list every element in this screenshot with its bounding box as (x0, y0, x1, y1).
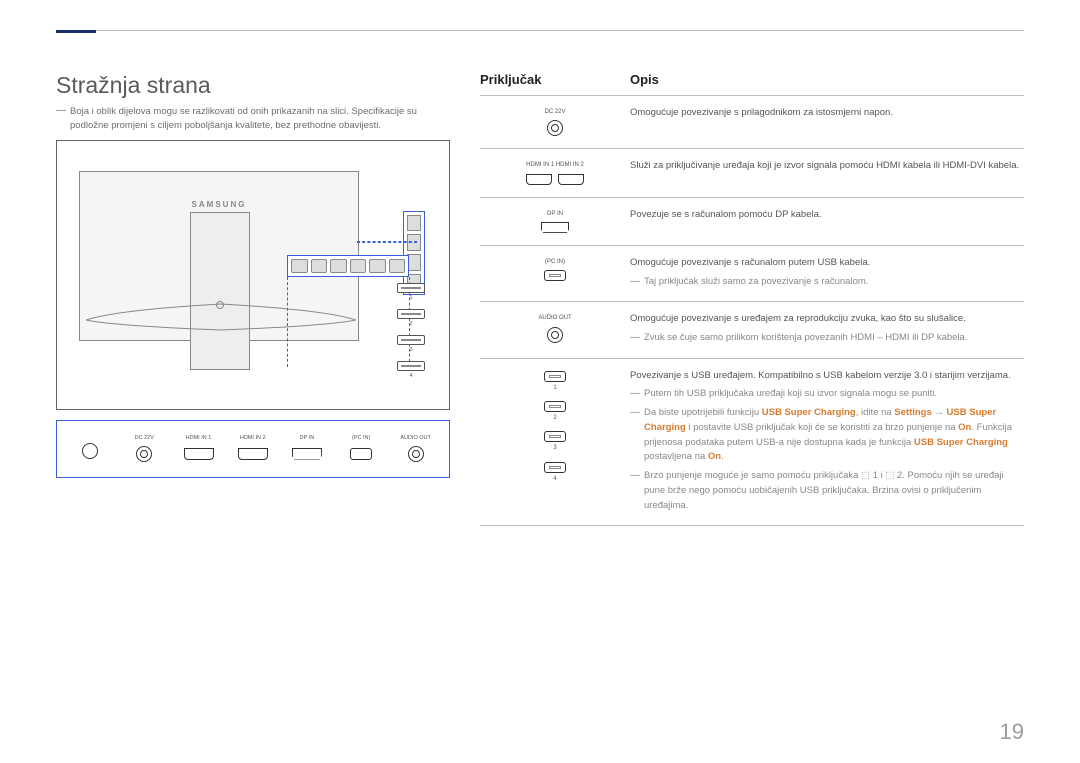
page-content: Stražnja strana Boja i oblik dijelova mo… (56, 72, 1024, 526)
hdmi-icon (526, 174, 552, 185)
stand-column (190, 212, 250, 370)
dp-icon (541, 222, 569, 233)
bottom-ports-panel: DC 22V HDMI IN 1 HDMI IN 2 DP IN (PC IN)… (56, 420, 450, 478)
port-desc: Služi za priključivanje uređaja koji je … (630, 159, 1024, 184)
note: Brzo punjenje moguće je samo pomoću prik… (630, 469, 1024, 513)
usb-icon (544, 270, 566, 281)
callout-line (287, 277, 288, 367)
right-column: Priključak Opis DC 22V Omogućuje poveziv… (480, 72, 1024, 526)
port-visual: DP IN (480, 208, 630, 233)
usb-icon (544, 462, 566, 473)
table-row: AUDIO OUT Omogućuje povezivanje s uređaj… (480, 301, 1024, 357)
ports-table: Priključak Opis DC 22V Omogućuje poveziv… (480, 72, 1024, 526)
stand-base (86, 319, 356, 320)
table-row: 1 2 3 4 Povezivanje s USB uređajem. Komp… (480, 358, 1024, 526)
pcin-port-icon: (PC IN) (346, 435, 376, 463)
table-row: DC 22V Omogućuje povezivanje s prilagodn… (480, 95, 1024, 148)
note: Zvuk se čuje samo prilikom korištenja po… (630, 331, 1024, 346)
usb-port-icon: 1 (389, 283, 433, 301)
port-desc: Omogućuje povezivanje s računalom putem … (630, 256, 1024, 289)
header-rule (56, 30, 1024, 31)
dc-port-icon: DC 22V (129, 435, 159, 463)
port-desc: Omogućuje povezivanje s prilagodnikom za… (630, 106, 1024, 136)
usb-port-icon: 3 (389, 335, 433, 353)
port-visual: HDMI IN 1 HDMI IN 2 (480, 159, 630, 184)
table-row: HDMI IN 1 HDMI IN 2 Služi za priključiva… (480, 148, 1024, 196)
rear-diagram: SAMSUNG 1 2 3 4 (56, 140, 450, 410)
dp-port-icon: DP IN (292, 435, 322, 463)
hdmi1-port-icon: HDMI IN 1 (184, 435, 214, 463)
port-visual: 1 2 3 4 (480, 369, 630, 513)
note: Da biste upotrijebili funkciju USB Super… (630, 406, 1024, 465)
note: Taj priključak služi samo za povezivanje… (630, 275, 1024, 290)
audio-port-icon: AUDIO OUT (400, 435, 431, 463)
port-visual: AUDIO OUT (480, 312, 630, 345)
section-title: Stražnja strana (56, 72, 456, 99)
port-visual: (PC IN) (480, 256, 630, 289)
brand-logo: SAMSUNG (192, 200, 247, 209)
usb-ports-column: 1 2 3 4 (389, 283, 433, 379)
usb-icon (544, 401, 566, 412)
callout-line (357, 241, 417, 243)
audio-icon (547, 327, 563, 343)
hdmi2-port-icon: HDMI IN 2 (238, 435, 268, 463)
note: Putem tih USB priključaka uređaji koji s… (630, 387, 1024, 402)
page-number: 19 (1000, 719, 1024, 745)
usb-port-icon: 2 (389, 309, 433, 327)
table-header: Priključak Opis (480, 72, 1024, 87)
ports-callout-icon (287, 255, 409, 277)
port-desc: Povezivanje s USB uređajem. Kompatibilno… (630, 369, 1024, 513)
port-desc: Omogućuje povezivanje s uređajem za repr… (630, 312, 1024, 345)
usb-port-icon: 4 (389, 361, 433, 379)
table-row: DP IN Povezuje se s računalom pomoću DP … (480, 197, 1024, 245)
table-row: (PC IN) Omogućuje povezivanje s računalo… (480, 245, 1024, 301)
disclaimer-note: Boja i oblik dijelova mogu se razlikovat… (56, 105, 456, 134)
dc-icon (547, 120, 563, 136)
hdmi-icon (558, 174, 584, 185)
left-column: Stražnja strana Boja i oblik dijelova mo… (56, 72, 456, 526)
header-port: Priključak (480, 72, 630, 87)
usb-icon (544, 431, 566, 442)
port-icon (75, 438, 105, 460)
port-desc: Povezuje se s računalom pomoću DP kabela… (630, 208, 1024, 233)
usb-icon (544, 371, 566, 382)
port-visual: DC 22V (480, 106, 630, 136)
header-desc: Opis (630, 72, 659, 87)
